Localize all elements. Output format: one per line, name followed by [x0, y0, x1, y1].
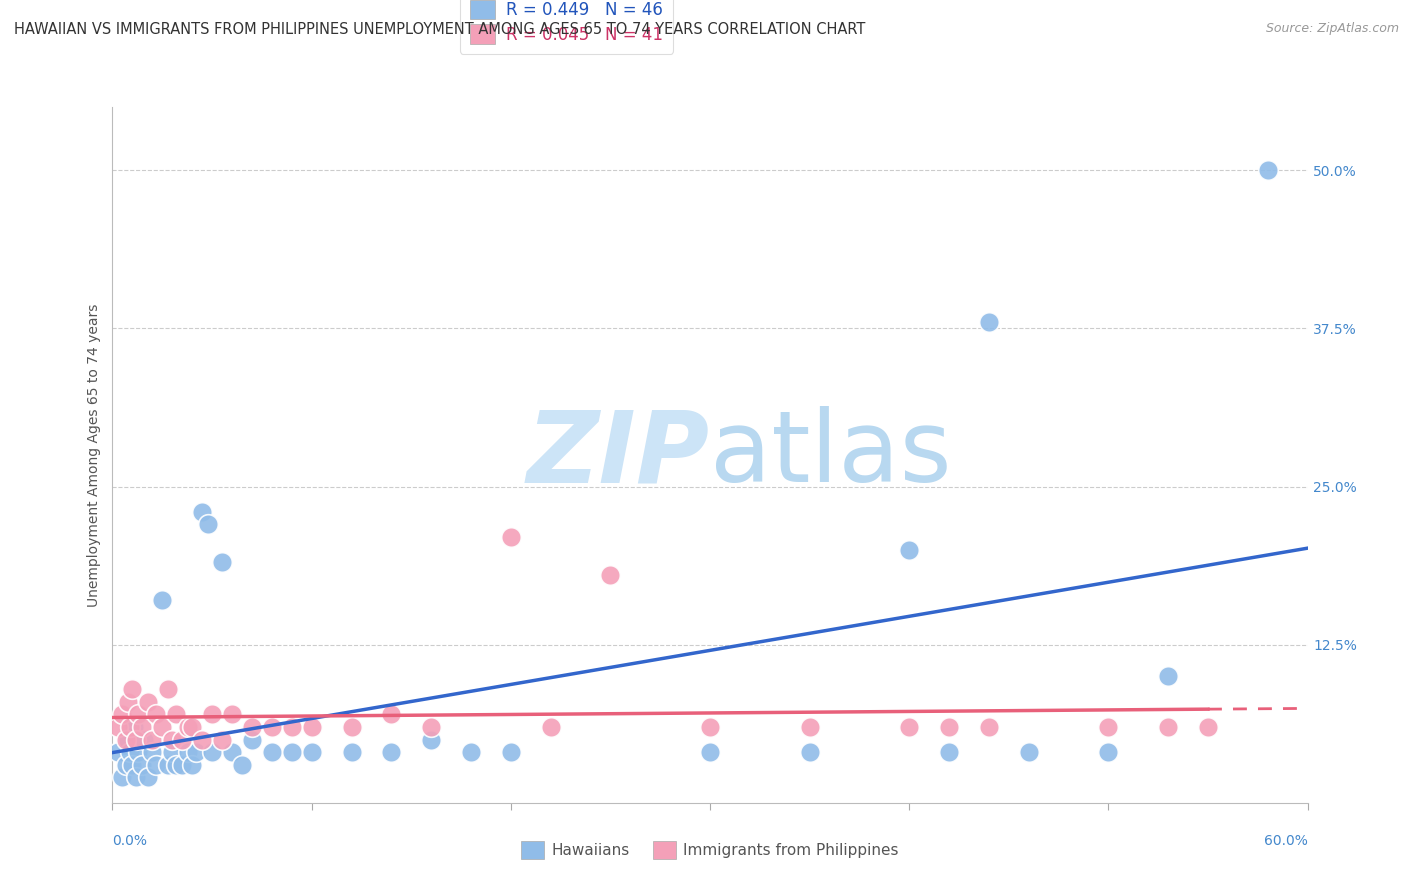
Point — [120, 720, 142, 734]
Point — [898, 720, 921, 734]
Point — [124, 720, 146, 734]
Point — [420, 732, 443, 747]
Point — [1197, 720, 1219, 734]
Point — [240, 732, 263, 747]
Legend: Hawaiians, Immigrants from Philippines: Hawaiians, Immigrants from Philippines — [515, 835, 905, 864]
Text: Source: ZipAtlas.com: Source: ZipAtlas.com — [1265, 22, 1399, 36]
Point — [117, 732, 139, 747]
Point — [340, 745, 363, 759]
Point — [131, 720, 153, 734]
Point — [938, 745, 960, 759]
Point — [380, 745, 402, 759]
Text: HAWAIIAN VS IMMIGRANTS FROM PHILIPPINES UNEMPLOYMENT AMONG AGES 65 TO 74 YEARS C: HAWAIIAN VS IMMIGRANTS FROM PHILIPPINES … — [14, 22, 866, 37]
Point — [977, 720, 1000, 734]
Point — [201, 707, 224, 722]
Point — [191, 505, 214, 519]
Point — [211, 732, 233, 747]
Point — [131, 757, 153, 772]
Point — [1157, 720, 1180, 734]
Point — [111, 707, 134, 722]
Point — [177, 720, 200, 734]
Point — [977, 315, 1000, 329]
Point — [127, 707, 149, 722]
Point — [145, 757, 167, 772]
Point — [211, 556, 233, 570]
Point — [165, 707, 187, 722]
Point — [260, 745, 283, 759]
Point — [499, 530, 522, 544]
Point — [125, 771, 148, 785]
Point — [699, 720, 721, 734]
Point — [172, 757, 194, 772]
Text: atlas: atlas — [710, 407, 952, 503]
Point — [121, 757, 143, 772]
Point — [301, 720, 323, 734]
Point — [141, 732, 163, 747]
Point — [240, 720, 263, 734]
Point — [157, 757, 180, 772]
Point — [186, 745, 208, 759]
Text: 60.0%: 60.0% — [1264, 834, 1308, 848]
Point — [107, 720, 129, 734]
Point — [281, 720, 304, 734]
Point — [938, 720, 960, 734]
Text: 0.0%: 0.0% — [112, 834, 148, 848]
Point — [231, 757, 253, 772]
Point — [150, 720, 173, 734]
Point — [121, 681, 143, 696]
Point — [799, 745, 821, 759]
Point — [898, 542, 921, 557]
Point — [380, 707, 402, 722]
Point — [1157, 669, 1180, 683]
Point — [197, 517, 219, 532]
Point — [162, 732, 183, 747]
Point — [191, 732, 214, 747]
Point — [301, 745, 323, 759]
Point — [117, 695, 139, 709]
Point — [1257, 163, 1279, 178]
Point — [115, 757, 138, 772]
Point — [157, 681, 180, 696]
Point — [181, 757, 204, 772]
Point — [111, 771, 134, 785]
Text: ZIP: ZIP — [527, 407, 710, 503]
Point — [107, 745, 129, 759]
Point — [134, 732, 156, 747]
Point — [138, 771, 160, 785]
Point — [138, 695, 160, 709]
Point — [340, 720, 363, 734]
Y-axis label: Unemployment Among Ages 65 to 74 years: Unemployment Among Ages 65 to 74 years — [87, 303, 101, 607]
Point — [460, 745, 482, 759]
Point — [150, 593, 173, 607]
Point — [799, 720, 821, 734]
Point — [540, 720, 562, 734]
Point — [172, 732, 194, 747]
Point — [162, 745, 183, 759]
Point — [260, 720, 283, 734]
Point — [145, 707, 167, 722]
Point — [1097, 720, 1119, 734]
Point — [281, 745, 304, 759]
Point — [165, 757, 187, 772]
Point — [699, 745, 721, 759]
Point — [201, 745, 224, 759]
Point — [499, 745, 522, 759]
Point — [181, 720, 204, 734]
Point — [120, 745, 142, 759]
Point — [221, 707, 243, 722]
Point — [115, 732, 138, 747]
Point — [141, 745, 163, 759]
Point — [599, 568, 621, 582]
Point — [125, 732, 148, 747]
Point — [420, 720, 443, 734]
Point — [177, 745, 200, 759]
Point — [127, 745, 149, 759]
Point — [1097, 745, 1119, 759]
Point — [221, 745, 243, 759]
Point — [1018, 745, 1040, 759]
